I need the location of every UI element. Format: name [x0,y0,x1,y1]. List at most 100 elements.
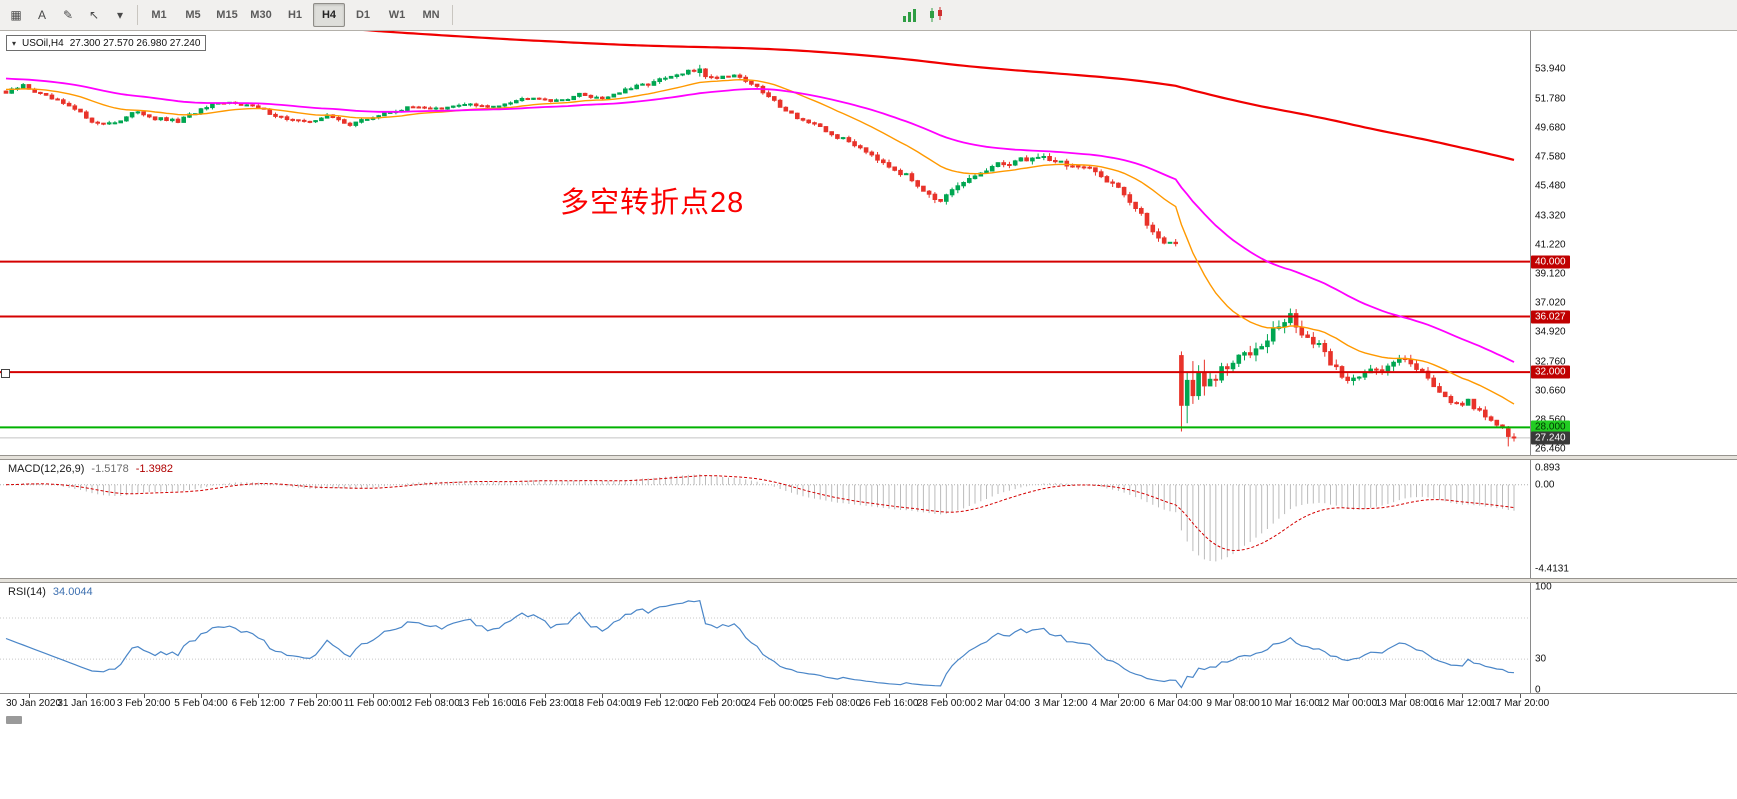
timeframe-m5-button[interactable]: M5 [185,9,201,21]
level-price-badge: 32.000 [1531,365,1570,379]
time-axis-label: 16 Feb 23:00 [515,698,575,709]
time-tick [602,694,604,698]
rsi-title: RSI(14) [8,586,46,598]
rsi-scale[interactable]: 100 30 0 [1530,581,1737,696]
price-tick-label: 30.660 [1535,385,1566,397]
bar-chart-icon[interactable] [898,3,922,27]
macd-tick-label: 0.00 [1535,479,1555,491]
fast-ma-line [5,78,1515,405]
time-axis-label: 3 Mar 12:00 [1034,698,1088,709]
time-tick [315,694,317,698]
candle-chart-icon[interactable] [924,3,948,27]
price-tick-label: 53.940 [1535,63,1566,75]
bottom-whitespace [0,713,1737,799]
timeframe-d1-button[interactable]: D1 [355,9,371,21]
price-tick-label: 51.780 [1535,93,1566,105]
current-price-badge: 27.240 [1531,431,1570,445]
panel-separator[interactable] [0,578,1737,583]
timeframe-mn-button[interactable]: MN [422,9,440,21]
time-axis-label: 2 Mar 04:00 [977,698,1031,709]
time-axis-label: 26 Feb 16:00 [859,698,919,709]
timeframe-w1-button[interactable]: W1 [388,9,406,21]
time-tick [889,694,890,698]
price-scale[interactable]: 53.940 51.780 49.680 47.580 45.480 43.320 41.2… [1530,31,1737,455]
timeframe-h4-button[interactable]: H4 [313,3,345,27]
time-axis-label: 6 Mar 04:00 [1149,698,1203,709]
time-tick [1519,694,1521,698]
price-chart-svg [0,31,1530,447]
level-price-badge: 36.027 [1531,310,1570,324]
timeframe-m30-button[interactable]: M30 [250,9,272,21]
time-axis-label: 4 Mar 20:00 [1091,698,1146,709]
time-tick [1233,694,1235,698]
time-axis-label: 5 Feb 04:00 [174,698,228,709]
rsi-chart-svg [0,600,1530,689]
time-tick [430,694,432,698]
macd-signal-line [5,475,1515,552]
price-panel: ▾ USOil,H4 27.300 27.570 26.980 27.240 多… [0,31,1737,455]
macd-header: MACD(12,26,9) -1.5178 -1.3982 [8,463,173,475]
rsi-value: 34.0044 [52,586,93,598]
time-tick [716,694,718,698]
price-plot-area[interactable]: ▾ USOil,H4 27.300 27.570 26.980 27.240 多… [0,31,1530,455]
price-tick-label: 37.020 [1535,297,1566,309]
panel-separator[interactable] [0,455,1737,460]
timeframe-m15-button[interactable]: M15 [216,9,238,21]
time-tick [774,694,776,698]
time-tick [1175,694,1177,698]
time-axis[interactable]: 30 Jan 2020 31 Jan 16:00 3 Feb 20:00 5 Feb … [0,693,1737,713]
time-axis-label: 12 Mar 00:00 [1318,698,1378,709]
text-tool-icon[interactable]: ✎ [62,8,74,22]
time-tick [1290,694,1292,698]
symbol-ohlc-box[interactable]: ▾ USOil,H4 27.300 27.570 26.980 27.240 [6,35,207,51]
rsi-tick-label: 100 [1535,581,1552,593]
rsi-line [5,600,1515,689]
price-tick-label: 47.580 [1535,151,1566,163]
time-tick [831,694,833,698]
mid-ma-line [5,77,1515,363]
chart-text-annotation[interactable]: 多空转折点28 [560,187,745,219]
time-axis-label: 16 Mar 12:00 [1432,698,1492,709]
hline-anchor-handle[interactable] [1,369,10,379]
cursor-tool-icon[interactable]: ↖ [88,8,100,22]
time-axis-label: 31 Jan 16:00 [57,698,116,709]
bottom-left-artifact [6,716,22,724]
tool-dropdown-chevron-icon[interactable]: ▾ [116,8,124,22]
timeframe-m1-button[interactable]: M1 [151,9,167,21]
time-axis-label: 24 Feb 00:00 [744,698,804,709]
macd-plot-area[interactable]: MACD(12,26,9) -1.5178 -1.3982 [0,460,1530,578]
price-tick-label: 45.480 [1535,180,1566,192]
level-price-badge: 28.000 [1531,420,1570,434]
time-tick [544,694,546,698]
price-tick-label: 43.320 [1535,210,1566,222]
macd-histogram [11,474,1515,562]
chart-grid-icon[interactable]: ▦ [10,8,22,22]
price-tick-label: 39.120 [1535,268,1566,280]
toolbar-separator [137,5,138,25]
time-axis-label: 18 Feb 04:00 [572,698,632,709]
time-tick [86,694,88,698]
time-axis-label: 30 Jan 2020 [6,698,62,709]
rsi-tick-label: 0 [1535,684,1541,696]
toolbar-separator [452,5,453,25]
timeframe-h1-button[interactable]: H1 [287,9,303,21]
macd-signal-value: -1.3982 [135,463,174,475]
ohlc-readout: 27.300 27.570 26.980 27.240 [69,37,201,49]
rsi-panel: RSI(14) 34.0044 100 30 0 [0,581,1737,696]
candles [3,64,1517,447]
time-axis-label: 10 Mar 16:00 [1260,698,1320,709]
time-tick [1003,694,1005,698]
annotation-a-button[interactable]: A [37,8,46,22]
time-axis-label: 3 Feb 20:00 [116,698,171,709]
time-tick [487,694,489,698]
rsi-tick-label: 30 [1535,653,1547,665]
time-axis-label: 12 Feb 08:00 [400,698,460,709]
collapse-triangle-icon[interactable]: ▾ [12,38,17,48]
time-tick [200,694,202,698]
macd-scale[interactable]: 0.893 0.00 -4.4131 [1530,460,1737,578]
macd-title: MACD(12,26,9) [8,463,85,475]
rsi-plot-area[interactable]: RSI(14) 34.0044 [0,583,1530,693]
macd-main-value: -1.5178 [91,463,129,475]
time-tick [659,694,661,698]
price-tick-label: 28.560 [1535,414,1566,426]
